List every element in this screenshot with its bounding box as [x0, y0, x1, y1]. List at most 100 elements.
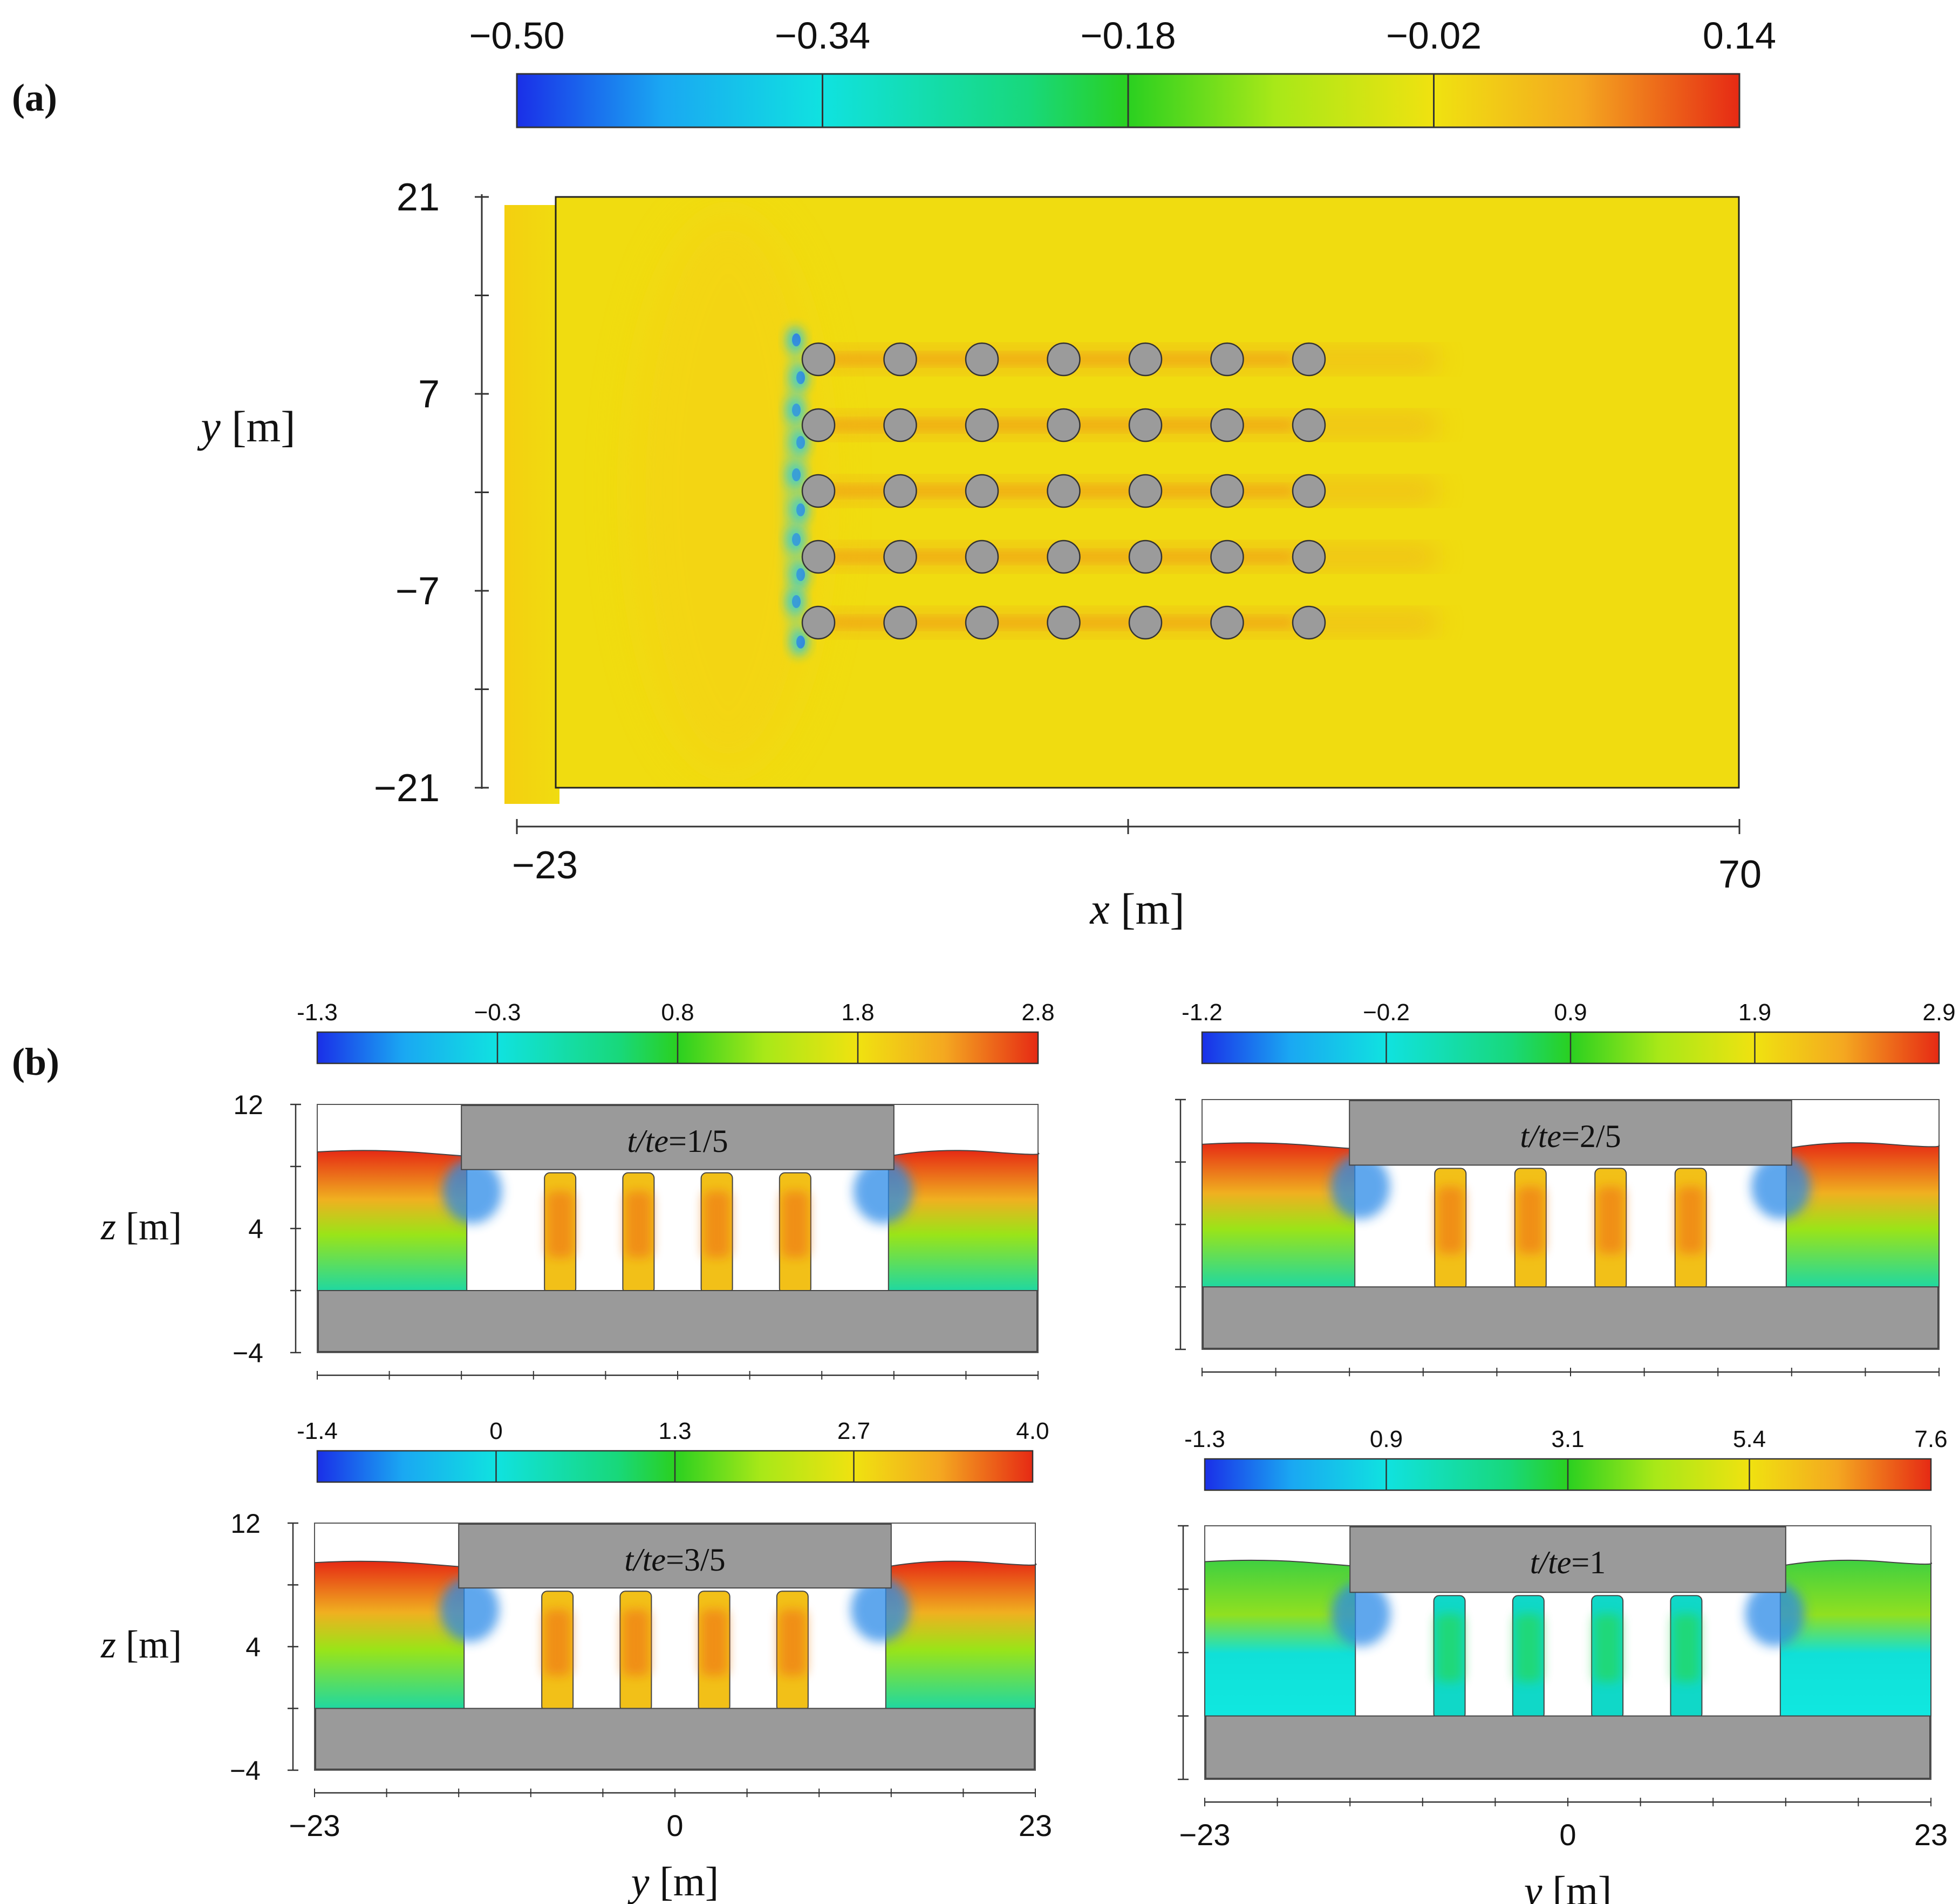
water-right: [885, 1560, 1037, 1709]
colorbar-tick-label: -1.4: [297, 1418, 338, 1444]
time-var: t/te: [627, 1123, 668, 1159]
gap-core: [779, 1609, 806, 1676]
colorbar-tick-label: 0: [489, 1418, 502, 1444]
gap-core: [1594, 1614, 1621, 1682]
gap-core: [1436, 1614, 1463, 1682]
colorbar-tick-label: 1.9: [1738, 999, 1771, 1026]
colorbar-tick-label: 4.0: [1016, 1418, 1049, 1444]
colorbar-tick-label: −0.02: [1386, 15, 1482, 57]
colorbar-tick-label: 3.1: [1551, 1426, 1584, 1452]
edge-vortex-right: [1751, 1154, 1811, 1219]
pile-cylinder: [1292, 342, 1326, 377]
pile-cylinder: [1210, 408, 1244, 442]
pile-cylinder: [883, 408, 917, 442]
z-unit: [m]: [116, 1205, 182, 1248]
water-left: [1204, 1559, 1358, 1717]
seabed-block: [315, 1708, 1035, 1770]
gap-core: [1673, 1614, 1700, 1682]
colorbar-tick-label: −0.50: [469, 15, 564, 57]
pile-cylinder: [801, 540, 836, 574]
pile-cylinder: [801, 605, 836, 640]
y-tick-label: −7: [395, 570, 440, 613]
time-var: t/te: [1520, 1118, 1561, 1154]
colorbar-tick-label: 1.8: [841, 999, 874, 1026]
pile-cylinder: [1292, 540, 1326, 574]
y-tick-label: −23: [289, 1809, 340, 1842]
panel-a: (a) −0.50 −0.34 −0.18 −0.02 0.14 21 7 −7 −21 y …: [12, 15, 1776, 933]
y-tick-label: 7: [418, 373, 440, 416]
z-var: z: [100, 1623, 116, 1666]
panel-b-label: (b): [12, 1040, 59, 1083]
pile-cylinder: [1128, 540, 1163, 574]
gap-core: [622, 1609, 650, 1676]
z-tick-label: 4: [245, 1632, 261, 1662]
z-tick-label: 12: [230, 1509, 261, 1539]
colorbar-tick-label: 2.9: [1922, 999, 1955, 1026]
colorbar-tick-label: 0.14: [1703, 15, 1776, 57]
pile-cylinder: [1210, 605, 1244, 640]
time-var: t/te: [1530, 1545, 1572, 1580]
colorbar-tick-label: 7.6: [1914, 1426, 1947, 1452]
time-val: =1: [1571, 1545, 1606, 1580]
edge-vortex-right: [1745, 1581, 1805, 1647]
y-tick-label: 23: [1914, 1818, 1948, 1852]
gap-core: [544, 1609, 571, 1676]
gap-core: [700, 1609, 728, 1676]
edge-vortex-left: [1330, 1154, 1390, 1219]
y-axis-title: y [m]: [1520, 1868, 1612, 1904]
time-label: t/te=1: [1530, 1545, 1606, 1580]
seabed-block: [318, 1290, 1037, 1352]
y-tick-label: 0: [1559, 1818, 1576, 1852]
colorbar-tick-label: −0.3: [474, 999, 521, 1026]
y-tick-label: −21: [374, 767, 440, 810]
water-right: [1779, 1559, 1933, 1717]
z-var: z: [100, 1205, 116, 1248]
z-tick-label: 4: [248, 1214, 263, 1244]
water-left: [1202, 1142, 1357, 1288]
pile-cylinder: [1128, 474, 1163, 508]
gap-core: [703, 1191, 731, 1258]
y-tick-label: 23: [1019, 1809, 1052, 1842]
colorbar-tick-label: 0.9: [1370, 1426, 1403, 1452]
pile-cylinder: [1047, 474, 1081, 508]
y-unit: [m]: [1542, 1868, 1612, 1904]
colorbar-tick-label: 1.3: [658, 1418, 691, 1444]
subplot-1: -1.3 −0.3 0.8 1.8 2.8 t/te=1/5 12 4 −4 z [m]: [100, 999, 1055, 1380]
colorbar-tick-label: 0.9: [1554, 999, 1587, 1026]
panel-a-x-axis: −23 70 x [m]: [512, 819, 1762, 933]
y-tick-label: 21: [397, 176, 440, 219]
gap-core: [781, 1191, 809, 1258]
pile-cylinder: [965, 408, 999, 442]
pile-cylinder: [965, 474, 999, 508]
y-var: y: [627, 1859, 650, 1904]
colorbar-tick-label: −0.18: [1080, 15, 1176, 57]
y-var: y: [1520, 1868, 1542, 1904]
gap-core: [1514, 1614, 1542, 1682]
pile-cylinder: [883, 342, 917, 377]
colorbar-tick-label: 2.8: [1021, 999, 1054, 1026]
x-tick-label: −23: [512, 844, 578, 887]
pile-cylinder: [1128, 342, 1163, 377]
pile-cylinder: [1292, 474, 1326, 508]
time-val: =1/5: [668, 1123, 728, 1159]
upstream-halo: [631, 211, 825, 773]
gap-core: [1437, 1186, 1464, 1254]
water-left: [314, 1560, 467, 1709]
pile-cylinder: [1047, 342, 1081, 377]
colorbar-tick-label: 5.4: [1733, 1426, 1766, 1452]
time-val: =3/5: [666, 1542, 726, 1578]
pile-cylinder: [1047, 605, 1081, 640]
pile-cylinder: [883, 474, 917, 508]
y-axis-title: y [m]: [197, 402, 295, 451]
colorbar-tick-label: -1.3: [1184, 1426, 1225, 1452]
pile-cylinder: [965, 342, 999, 377]
water-left: [317, 1150, 470, 1291]
colorbar-tick-label: −0.2: [1363, 999, 1410, 1026]
water-right: [1785, 1142, 1940, 1288]
subplot-2: -1.2 −0.2 0.9 1.9 2.9 t/te=2/5: [1175, 999, 1956, 1376]
gap-core: [625, 1191, 652, 1258]
subplot-4: -1.3 0.9 3.1 5.4 7.6 t/te=1 −23 0 23 y [m]: [1178, 1426, 1948, 1904]
gap-core: [1597, 1186, 1624, 1254]
deck-structure: [458, 1524, 892, 1589]
panel-a-colorbar: −0.50 −0.34 −0.18 −0.02 0.14: [469, 15, 1776, 128]
